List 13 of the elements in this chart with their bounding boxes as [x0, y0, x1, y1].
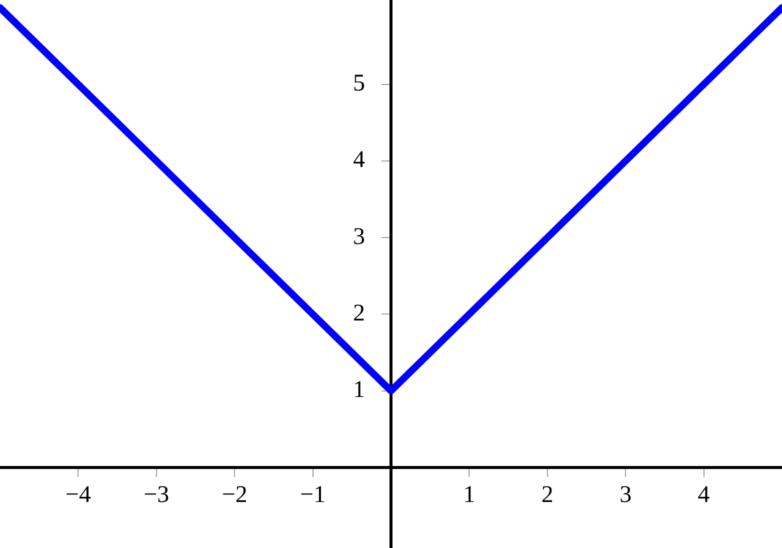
- x-tick-label: 1: [463, 482, 476, 508]
- x-tick-label: −3: [144, 482, 170, 508]
- x-tick-label: 2: [541, 482, 554, 508]
- x-tick-label: −1: [300, 482, 326, 508]
- x-tick-label: 3: [620, 482, 632, 508]
- x-tick-label: 4: [698, 482, 710, 508]
- y-tick-label: 5: [353, 70, 365, 97]
- y-tick-label: 2: [353, 300, 365, 327]
- y-tick-label: 3: [353, 224, 365, 250]
- y-tick-label: 1: [353, 377, 365, 404]
- x-tick-label: −4: [65, 482, 91, 508]
- x-tick-label: −2: [222, 482, 248, 508]
- y-tick-label: 4: [353, 147, 365, 174]
